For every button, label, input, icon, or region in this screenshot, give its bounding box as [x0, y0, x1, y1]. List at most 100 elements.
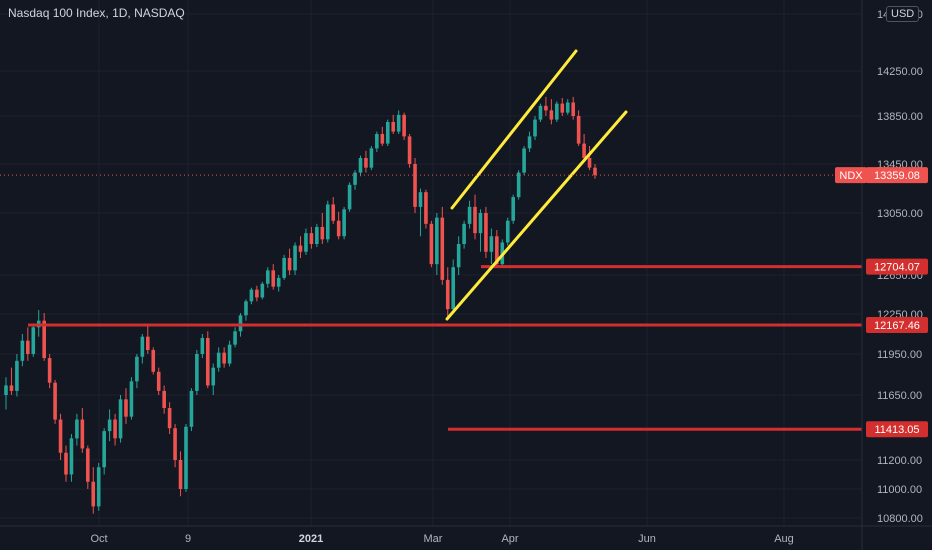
- candle-body: [135, 356, 139, 382]
- candle: [407, 134, 412, 168]
- candle: [353, 170, 357, 190]
- candle-body: [265, 270, 270, 284]
- candle-body: [467, 206, 472, 224]
- candle-body: [385, 122, 390, 144]
- candle-body: [276, 277, 281, 287]
- price-tick-label: 14250.00: [877, 66, 923, 78]
- candle: [184, 423, 188, 492]
- candle-body: [249, 289, 254, 302]
- candle-body: [47, 358, 52, 383]
- candle: [304, 228, 308, 255]
- candle-body: [124, 399, 128, 417]
- candle: [538, 103, 543, 122]
- candle-body: [473, 206, 477, 234]
- candle: [347, 182, 352, 212]
- candle: [96, 462, 101, 511]
- candle: [429, 220, 434, 268]
- candle: [31, 323, 36, 357]
- candle-body: [271, 270, 276, 287]
- candle: [69, 434, 74, 482]
- candle-body: [522, 148, 526, 173]
- candle: [358, 155, 363, 177]
- candle-body: [347, 184, 352, 210]
- candle-body: [565, 102, 570, 113]
- candle-body: [255, 289, 259, 298]
- last-price-tag: 13359.08: [866, 167, 928, 184]
- candle-body: [53, 382, 57, 420]
- candle: [15, 354, 19, 397]
- candle: [91, 467, 96, 514]
- candle: [26, 327, 30, 361]
- horizontal-levels[interactable]: [28, 265, 862, 431]
- candle-body: [31, 327, 36, 354]
- price-tick-label: 13050.00: [877, 208, 923, 220]
- candle: [445, 267, 450, 317]
- candle-body: [216, 352, 221, 368]
- candle: [233, 327, 237, 348]
- candle: [549, 99, 554, 125]
- candle: [544, 96, 548, 116]
- level-price-tag: 12167.46: [866, 317, 928, 334]
- candle-body: [358, 158, 363, 173]
- candle-body: [304, 233, 308, 252]
- candle-body: [4, 385, 8, 395]
- candle: [124, 388, 128, 424]
- candle: [325, 200, 330, 243]
- candle-body: [64, 452, 68, 475]
- level-price-tag: 11413.05: [866, 421, 928, 438]
- candle-body: [407, 136, 412, 164]
- candle: [162, 385, 166, 414]
- candle: [478, 209, 483, 252]
- candle-body: [184, 426, 188, 489]
- candle-body: [478, 213, 483, 234]
- candle-body: [396, 114, 401, 132]
- candle: [271, 264, 276, 290]
- candle-body: [15, 360, 19, 391]
- candle: [255, 285, 259, 302]
- candle: [380, 126, 385, 146]
- candle: [315, 223, 319, 248]
- price-tick-label: 13850.00: [877, 111, 923, 123]
- candle: [113, 413, 117, 446]
- channel-lines[interactable]: [445, 49, 628, 321]
- price-tags: NDX 13359.08 12704.07 12167.46 11413.05: [835, 167, 928, 438]
- candle: [484, 206, 488, 258]
- candle-body: [435, 217, 439, 265]
- candle: [418, 188, 423, 237]
- candle: [222, 347, 226, 368]
- candle-body: [364, 158, 368, 168]
- candle: [200, 334, 205, 359]
- candle-body: [140, 336, 145, 357]
- candle: [424, 189, 428, 229]
- candle: [244, 299, 248, 321]
- candle-body: [587, 158, 592, 168]
- candle: [364, 150, 368, 173]
- candle-body: [162, 390, 166, 408]
- candle: [593, 164, 597, 179]
- candle: [342, 206, 346, 240]
- candle: [4, 377, 8, 410]
- candle-body: [282, 257, 286, 278]
- candle-body: [145, 336, 150, 350]
- candle: [282, 254, 286, 280]
- candle-body: [440, 217, 445, 280]
- candle: [451, 259, 456, 312]
- candle-body: [549, 110, 554, 120]
- time-axis[interactable]: Oct 9 2021 Mar Apr Jun Aug: [90, 533, 793, 545]
- time-tick-label: Mar: [424, 533, 443, 545]
- candle: [336, 211, 341, 240]
- candle-body: [91, 481, 96, 507]
- candle: [462, 220, 466, 249]
- candle-body: [451, 267, 456, 310]
- candle: [80, 408, 85, 453]
- candle-body: [544, 105, 548, 111]
- level-price-label: 12167.46: [874, 320, 920, 332]
- time-tick-label: Apr: [501, 533, 518, 545]
- candle: [560, 98, 565, 116]
- candle: [205, 331, 210, 389]
- candle-body: [576, 116, 581, 144]
- candle-body: [462, 223, 466, 244]
- candle: [145, 326, 150, 354]
- currency-button[interactable]: USD: [886, 6, 920, 22]
